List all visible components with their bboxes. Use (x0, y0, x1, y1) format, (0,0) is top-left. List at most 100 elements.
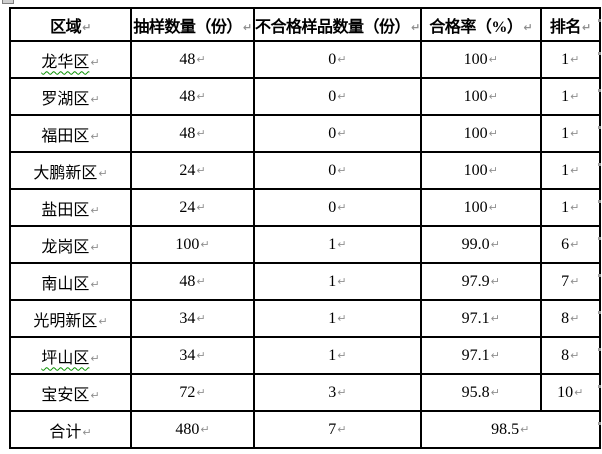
row-end-mark (598, 385, 601, 388)
end-of-cell-mark-icon: ↵ (570, 274, 580, 288)
header-failed-samples: 不合格样品数量（份）↵ (253, 7, 422, 42)
total-label-cell: 合计↵ (9, 410, 132, 449)
failed-cell: 0↵ (253, 77, 422, 116)
samples-cell: 72↵ (130, 373, 255, 412)
pass-rate-cell: 100↵ (419, 40, 542, 79)
pass-rate-cell: 97.1↵ (419, 299, 542, 338)
end-of-cell-mark-icon: ↵ (196, 348, 206, 362)
end-of-cell-mark-icon: ↵ (488, 200, 498, 214)
pass-rate-cell: 97.9↵ (419, 262, 542, 301)
samples-cell: 100↵ (130, 225, 255, 264)
end-of-cell-mark-icon: ↵ (488, 52, 498, 66)
end-of-cell-mark-icon: ↵ (98, 314, 108, 328)
end-of-cell-mark-icon: ↵ (90, 277, 100, 291)
end-of-cell-mark-icon: ↵ (581, 20, 591, 34)
end-of-cell-mark-icon: ↵ (570, 311, 580, 325)
end-of-cell-mark-icon: ↵ (337, 200, 347, 214)
end-of-cell-mark-icon: ↵ (488, 126, 498, 140)
rank-cell: 1↵ (539, 114, 601, 153)
row-end-mark (598, 348, 601, 351)
region-cell: 宝安区↵ (9, 373, 132, 412)
end-of-cell-mark-icon: ↵ (488, 163, 498, 177)
end-of-cell-mark-icon: ↵ (570, 163, 580, 177)
table-row: 龙华区↵ 48↵ 0↵ 100↵ 1↵ (9, 40, 601, 79)
row-end-mark (598, 163, 601, 166)
end-of-cell-mark-icon: ↵ (82, 425, 92, 439)
end-of-cell-mark-icon: ↵ (574, 385, 584, 399)
end-of-cell-mark-icon: ↵ (196, 274, 206, 288)
total-row: 合计↵ 480↵ 7↵ 98.5↵ (9, 410, 601, 449)
end-of-cell-mark-icon: ↵ (490, 311, 500, 325)
pass-rate-cell: 95.8↵ (419, 373, 542, 412)
end-of-cell-mark-icon: ↵ (200, 422, 210, 436)
region-cell: 大鹏新区↵ (9, 151, 132, 190)
end-of-cell-mark-icon: ↵ (570, 200, 580, 214)
region-cell: 盐田区↵ (9, 188, 132, 227)
header-row: 区域↵ 抽样数量（份）↵ 不合格样品数量（份）↵ 合格率（%）↵ 排名↵ (9, 7, 601, 42)
rank-cell: 6↵ (539, 225, 601, 264)
region-cell: 光明新区↵ (9, 299, 132, 338)
end-of-cell-mark-icon: ↵ (90, 240, 100, 254)
end-of-cell-mark-icon: ↵ (90, 351, 100, 365)
end-of-cell-mark-icon: ↵ (196, 52, 206, 66)
row-end-mark (598, 126, 601, 129)
end-of-cell-mark-icon: ↵ (90, 129, 100, 143)
samples-cell: 48↵ (130, 77, 255, 116)
pass-rate-cell: 99.0↵ (419, 225, 542, 264)
end-of-cell-mark-icon: ↵ (570, 52, 580, 66)
region-cell: 龙华区↵ (9, 40, 132, 79)
end-of-cell-mark-icon: ↵ (490, 385, 500, 399)
row-end-mark (598, 311, 601, 314)
end-of-cell-mark-icon: ↵ (196, 385, 206, 399)
failed-cell: 1↵ (253, 262, 422, 301)
end-of-cell-mark-icon: ↵ (200, 237, 210, 251)
end-of-cell-mark-icon: ↵ (337, 52, 347, 66)
table-row: 盐田区↵ 24↵ 0↵ 100↵ 1↵ (9, 188, 601, 227)
row-end-mark (598, 274, 601, 277)
end-of-cell-mark-icon: ↵ (490, 274, 500, 288)
rank-cell: 1↵ (539, 151, 601, 190)
samples-cell: 48↵ (130, 262, 255, 301)
end-of-cell-mark-icon: ↵ (90, 55, 100, 69)
failed-cell: 0↵ (253, 40, 422, 79)
end-of-cell-mark-icon: ↵ (337, 89, 347, 103)
row-end-mark (598, 19, 601, 22)
rank-cell: 1↵ (539, 77, 601, 116)
end-of-cell-mark-icon: ↵ (337, 311, 347, 325)
header-pass-rate: 合格率（%）↵ (419, 7, 542, 42)
end-of-cell-mark-icon: ↵ (490, 237, 500, 251)
total-failed-cell: 7↵ (253, 410, 422, 449)
samples-cell: 24↵ (130, 188, 255, 227)
pass-rate-cell: 97.1↵ (419, 336, 542, 375)
total-samples-cell: 480↵ (130, 410, 255, 449)
end-of-cell-mark-icon: ↵ (520, 422, 530, 436)
end-of-cell-mark-icon: ↵ (570, 237, 580, 251)
row-end-mark (598, 237, 601, 240)
table-move-handle-icon[interactable] (1, 0, 17, 5)
pass-rate-cell: 100↵ (419, 114, 542, 153)
header-region: 区域↵ (9, 7, 132, 42)
end-of-cell-mark-icon: ↵ (411, 20, 420, 34)
failed-cell: 3↵ (253, 373, 422, 412)
end-of-cell-mark-icon: ↵ (196, 163, 206, 177)
table-row: 龙岗区↵ 100↵ 1↵ 99.0↵ 6↵ (9, 225, 601, 264)
rank-cell: 1↵ (539, 188, 601, 227)
end-of-cell-mark-icon: ↵ (196, 126, 206, 140)
end-of-cell-mark-icon: ↵ (196, 200, 206, 214)
header-samples: 抽样数量（份）↵ (130, 7, 255, 42)
failed-cell: 1↵ (253, 225, 422, 264)
end-of-cell-mark-icon: ↵ (337, 274, 347, 288)
end-of-cell-mark-icon: ↵ (196, 89, 206, 103)
end-of-cell-mark-icon: ↵ (570, 89, 580, 103)
region-cell: 坪山区↵ (9, 336, 132, 375)
end-of-cell-mark-icon: ↵ (337, 385, 347, 399)
region-cell: 龙岗区↵ (9, 225, 132, 264)
sampling-results-table: 区域↵ 抽样数量（份）↵ 不合格样品数量（份）↵ 合格率（%）↵ 排名↵ 龙华区… (9, 7, 601, 449)
row-end-mark (598, 52, 601, 55)
rank-cell: 8↵ (539, 299, 601, 338)
end-of-cell-mark-icon: ↵ (570, 348, 580, 362)
row-end-mark (598, 422, 601, 425)
table-row: 大鹏新区↵ 24↵ 0↵ 100↵ 1↵ (9, 151, 601, 190)
end-of-cell-mark-icon: ↵ (242, 20, 252, 34)
